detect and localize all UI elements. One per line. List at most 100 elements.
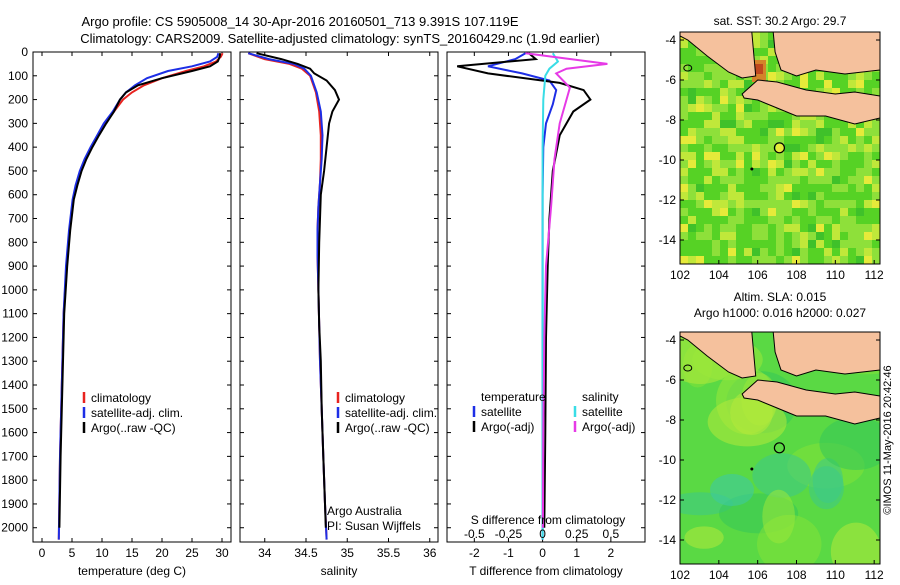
- sst-cell: [864, 240, 872, 248]
- sst-cell: [784, 208, 792, 216]
- difference-xlabel: T difference from climatology: [469, 564, 623, 578]
- y-tick-label: -14: [659, 233, 677, 247]
- land-sumatra: [680, 32, 757, 79]
- sst-cell: [736, 192, 744, 200]
- sst-cell: [752, 208, 760, 216]
- sst-cell: [736, 216, 744, 224]
- argo-location-marker: [773, 142, 785, 154]
- sst-cell: [840, 224, 848, 232]
- sst-cell: [720, 224, 728, 232]
- sst-cell: [744, 248, 752, 256]
- sst-cell: [696, 72, 704, 80]
- sst-cell: [760, 248, 768, 256]
- sst-cell: [872, 128, 880, 136]
- sst-cell: [712, 112, 720, 120]
- sst-cell: [696, 136, 704, 144]
- legend-label: Argo(..raw -QC): [91, 421, 176, 435]
- x-tick-label: 106: [748, 268, 768, 282]
- sst-cell: [696, 104, 704, 112]
- sst-cell: [864, 176, 872, 184]
- sst-cell: [792, 120, 800, 128]
- sst-cell: [744, 104, 752, 112]
- sst-cell: [792, 176, 800, 184]
- sst-cell: [720, 200, 728, 208]
- sst-cell: [752, 112, 760, 120]
- sst-cell: [816, 216, 824, 224]
- land-borneo: [772, 332, 880, 377]
- sst-cell: [848, 232, 856, 240]
- sst-cell: [744, 200, 752, 208]
- sst-cell: [864, 168, 872, 176]
- sst-cell: [688, 96, 696, 104]
- plot-frame: [239, 51, 439, 543]
- y-tick-label: -6: [665, 373, 676, 387]
- sst-cell: [824, 216, 832, 224]
- sst-cell: [712, 128, 720, 136]
- sst-cell: [864, 128, 872, 136]
- sst-cell: [872, 144, 880, 152]
- sst-cell: [752, 160, 760, 168]
- sst-cell: [728, 96, 736, 104]
- sst-cell: [808, 144, 816, 152]
- sst-cell: [680, 152, 688, 160]
- sst-cell: [816, 232, 824, 240]
- sst-cell: [720, 72, 728, 80]
- x-tick-label: 20: [155, 546, 169, 560]
- sst-cell: [712, 240, 720, 248]
- sst-cell: [808, 176, 816, 184]
- sst-cell: [840, 208, 848, 216]
- sst-cell: [808, 168, 816, 176]
- sst-cell: [848, 224, 856, 232]
- sst-cell: [872, 88, 880, 96]
- x-tick-label: 108: [786, 568, 806, 580]
- sst-cell: [840, 256, 848, 264]
- sst-cell: [768, 136, 776, 144]
- sst-cell: [808, 224, 816, 232]
- sst-cell: [840, 248, 848, 256]
- y-tick-label: -10: [659, 153, 677, 167]
- argo-location-marker: [773, 442, 785, 454]
- sst-cell: [712, 160, 720, 168]
- salinity-panel: 34 34.5 35 35.5 36 salinity climatologysatelli…: [239, 51, 439, 578]
- sst-cell: [760, 144, 768, 152]
- x-tick-label: 1: [573, 546, 580, 560]
- sst-cell: [704, 120, 712, 128]
- sst-cell: [784, 176, 792, 184]
- sst-cell: [792, 216, 800, 224]
- y-tick-label: 1000: [1, 283, 28, 297]
- sst-cell: [680, 112, 688, 120]
- sst-cell: [784, 256, 792, 264]
- temperature-xlabel: temperature (deg C): [78, 564, 186, 578]
- sst-cell: [856, 88, 864, 96]
- land-borneo: [772, 32, 880, 77]
- sst-cell: [688, 128, 696, 136]
- sst-cell: [688, 88, 696, 96]
- sst-cell: [728, 216, 736, 224]
- sst-cell: [688, 160, 696, 168]
- sst-cell: [744, 112, 752, 120]
- sst-cell: [832, 224, 840, 232]
- sst-cell: [728, 240, 736, 248]
- x-tick-label: 34: [258, 546, 272, 560]
- sst-cell: [792, 160, 800, 168]
- sst-cell: [728, 224, 736, 232]
- sst-cell: [680, 104, 688, 112]
- sst-cell: [768, 104, 776, 112]
- sst-cell: [792, 256, 800, 264]
- y-tick-label: -4: [665, 333, 676, 347]
- sst-cell: [712, 152, 720, 160]
- sst-cell: [792, 144, 800, 152]
- sst-cell: [680, 144, 688, 152]
- legend-label: Argo(..raw -QC): [345, 421, 430, 435]
- sst-cell: [800, 120, 808, 128]
- sst-cell: [680, 72, 688, 80]
- sst-cell: [856, 256, 864, 264]
- x-tick-label: 104: [709, 568, 729, 580]
- sst-cell: [760, 160, 768, 168]
- y-tick-label: 900: [8, 259, 28, 273]
- sst-cell: [736, 208, 744, 216]
- sst-cell: [792, 240, 800, 248]
- sst-cell: [752, 152, 760, 160]
- sst-cell: [832, 232, 840, 240]
- sst-cell: [872, 232, 880, 240]
